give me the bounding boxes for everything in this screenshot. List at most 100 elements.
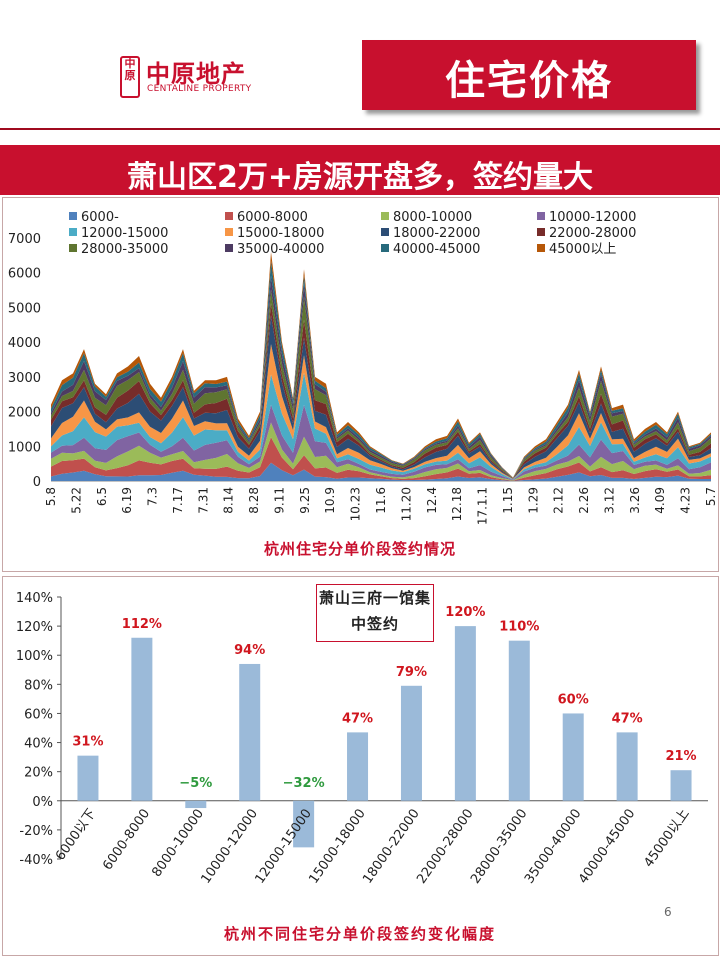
legend-label: 45000以上 — [549, 242, 616, 257]
chart-caption: 杭州不同住宅分单价段签约变化幅度 — [224, 925, 496, 943]
legend-label: 6000- — [81, 210, 119, 225]
legend-swatch — [381, 212, 389, 220]
x-tick-label: 15000-18000 — [306, 806, 368, 886]
legend-swatch — [225, 228, 233, 236]
area-series-7 — [51, 315, 711, 479]
x-tick-label: 7.3 — [146, 487, 160, 506]
x-tick-label: 8.14 — [222, 487, 236, 514]
bar-chart: -40% -20% 0% 20% 40% 60% 80% 100% 120% 140% 31% 600… — [16, 591, 708, 943]
bar — [616, 732, 638, 801]
y-tick-label: 7000 — [8, 232, 41, 247]
x-tick-label: 45000以上 — [641, 806, 692, 870]
x-tick-label: 3.26 — [628, 487, 642, 514]
x-tick-label: 5.8 — [44, 487, 58, 506]
page-title-box: 住宅价格 — [362, 40, 696, 110]
y-tick-label: 4000 — [8, 336, 41, 351]
y-tick-label: 120% — [16, 620, 53, 635]
x-tick-label: 3.12 — [602, 487, 616, 514]
y-tick-label: 5000 — [8, 301, 41, 316]
data-label: 112% — [122, 617, 162, 632]
x-tick-label: 1.15 — [501, 487, 515, 514]
x-tick-label: 6.5 — [95, 487, 109, 506]
x-tick-label: 22000-28000 — [414, 806, 476, 886]
bar — [347, 732, 369, 801]
legend-label: 18000-22000 — [393, 226, 480, 241]
legend-swatch — [537, 244, 545, 252]
chart-caption: 杭州住宅分单价段签约情况 — [264, 540, 456, 558]
legend-swatch — [537, 212, 545, 220]
data-label: 94% — [234, 643, 265, 658]
x-tick-label: 11.6 — [374, 487, 388, 514]
x-tick-label: 35000-40000 — [522, 806, 584, 886]
stacked-area-chart-panel: 0 1000 2000 3000 4000 5000 6000 7000 5.8 5.22 6.5 6… — [2, 197, 719, 572]
x-tick-label: 11.20 — [399, 487, 413, 521]
x-tick-label: 2.26 — [577, 487, 591, 514]
area-series-4 — [51, 404, 711, 481]
area-series-5 — [51, 372, 711, 480]
legend-label: 6000-8000 — [237, 210, 308, 225]
bar-chart-panel: -40% -20% 0% 20% 40% 60% 80% 100% 120% 140% 31% 600… — [2, 576, 719, 956]
bar — [562, 713, 584, 801]
data-label: 31% — [72, 735, 103, 750]
logo-name-cn: 中原地产 — [146, 60, 246, 88]
data-label: 79% — [396, 665, 427, 680]
x-tick-label: 12.4 — [425, 487, 439, 514]
legend-swatch — [225, 212, 233, 220]
header-divider — [0, 128, 720, 130]
x-tick-label: 7.17 — [171, 487, 185, 514]
legend-swatch — [381, 228, 389, 236]
legend-label: 10000-12000 — [549, 210, 636, 225]
x-tick-label: 7.31 — [196, 487, 210, 514]
data-label: 110% — [499, 620, 539, 635]
legend-label: 40000-45000 — [393, 242, 480, 257]
x-tick-label: 10000-12000 — [199, 806, 261, 886]
y-tick-label: 100% — [16, 649, 53, 664]
y-tick-label: 2000 — [8, 406, 41, 421]
x-tick-label: 2.12 — [552, 487, 566, 514]
page-number: 6 — [664, 905, 672, 919]
x-tick-label: 5.22 — [69, 487, 83, 514]
y-tick-label: 6000 — [8, 267, 41, 282]
x-tick-label: 4.09 — [653, 487, 667, 514]
data-label: 120% — [445, 605, 485, 620]
stacked-area-chart: 0 1000 2000 3000 4000 5000 6000 7000 5.8 5.22 6.5 6… — [8, 210, 718, 558]
headline-text: 萧山区2万+房源开盘多，签约量大 — [126, 160, 593, 195]
x-tick-label: 6.19 — [120, 487, 134, 514]
bar — [670, 770, 692, 801]
bar — [131, 637, 153, 801]
y-tick-label: 80% — [24, 678, 53, 693]
x-tick-label: 28000-35000 — [468, 806, 530, 886]
x-tick-label: 10.9 — [323, 487, 337, 514]
logo-seal: 中原 — [120, 56, 140, 98]
y-tick-label: 0 — [33, 475, 41, 490]
legend-swatch — [69, 212, 77, 220]
legend-swatch — [225, 244, 233, 252]
legend-label: 15000-18000 — [237, 226, 324, 241]
bar — [508, 640, 530, 801]
legend-swatch — [69, 228, 77, 236]
x-tick-label: 1.29 — [526, 487, 540, 514]
bar — [185, 800, 207, 809]
x-tick-label: 40000-45000 — [576, 806, 638, 886]
x-tick-label: 10.23 — [349, 487, 363, 521]
y-tick-label: -20% — [19, 824, 53, 839]
logo-name-en: CENTALINE PROPERTY — [147, 84, 252, 94]
bar — [293, 800, 315, 848]
x-tick-label: 9.25 — [298, 487, 312, 514]
data-label: 47% — [342, 711, 373, 726]
x-tick-label: 6000以下 — [53, 806, 99, 863]
data-label: −32% — [283, 776, 325, 791]
y-tick-label: -40% — [19, 853, 53, 868]
legend-label: 12000-15000 — [81, 226, 168, 241]
data-label: 60% — [558, 692, 589, 707]
chart-annotation: 萧山三府一馆集中签约 — [316, 584, 434, 642]
y-tick-label: 0% — [32, 795, 53, 810]
bar — [77, 755, 99, 801]
legend-label: 22000-28000 — [549, 226, 636, 241]
x-tick-label: 9.11 — [272, 487, 286, 514]
legend-swatch — [69, 244, 77, 252]
legend-label: 35000-40000 — [237, 242, 324, 257]
x-tick-label: 6000-8000 — [100, 806, 153, 873]
data-label: 47% — [612, 711, 643, 726]
legend-swatch — [381, 244, 389, 252]
